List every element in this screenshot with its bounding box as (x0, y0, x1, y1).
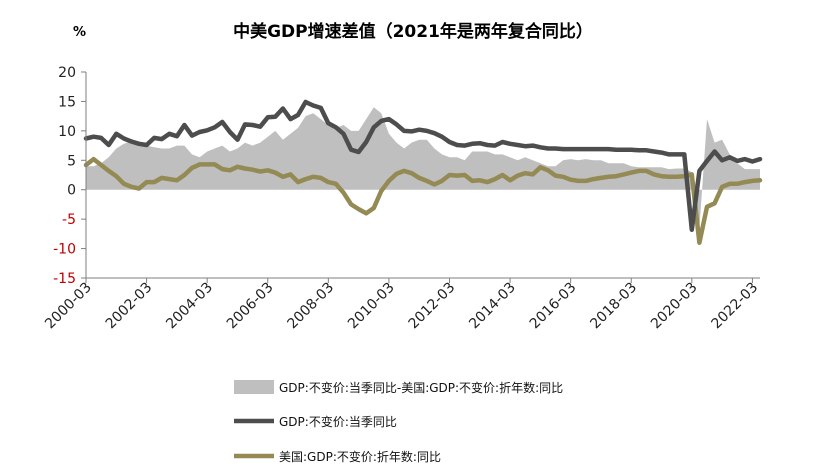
x-tick-label: 2004-03 (163, 280, 216, 333)
y-tick-label: 20 (58, 65, 76, 81)
legend: GDP:不变价:当季同比-美国:GDP:不变价:折年数:同比 GDP:不变价:当季… (234, 380, 563, 464)
x-tick-label: 2002-03 (103, 280, 156, 333)
x-tick-label: 2022-03 (709, 280, 762, 333)
y-tick-label: 15 (58, 94, 76, 110)
legend-label: 美国:GDP:不变价:折年数:同比 (279, 449, 441, 464)
x-tick-label: 2000-03 (42, 280, 95, 333)
x-tick-label: 2016-03 (527, 280, 580, 333)
series-line-china (83, 99, 763, 232)
y-tick-label: -15 (53, 271, 76, 287)
plot-area (83, 99, 763, 245)
y-tick-label: 10 (58, 124, 76, 140)
series-line-us (83, 156, 763, 245)
x-tick-label: 2008-03 (284, 280, 337, 333)
unit-label: % (73, 25, 86, 40)
legend-label: GDP:不变价:当季同比-美国:GDP:不变价:折年数:同比 (279, 380, 563, 395)
series-area-diff (86, 107, 760, 228)
y-tick-label: 0 (67, 183, 76, 199)
y-tick-label: -5 (62, 212, 76, 228)
y-tick-label: 5 (67, 153, 76, 169)
x-tick-label: 2020-03 (648, 280, 701, 333)
x-tick-label: 2010-03 (345, 280, 398, 333)
legend-swatch-area (234, 380, 274, 394)
chart-title: 中美GDP增速差值（2021年是两年复合同比） (233, 21, 593, 42)
legend-label: GDP:不变价:当季同比 (279, 414, 397, 429)
x-tick-label: 2012-03 (406, 280, 459, 333)
x-tick-label: 2018-03 (587, 280, 640, 333)
x-tick-label: 2014-03 (466, 280, 519, 333)
x-tick-label: 2006-03 (224, 280, 277, 333)
y-tick-label: -10 (53, 242, 76, 258)
